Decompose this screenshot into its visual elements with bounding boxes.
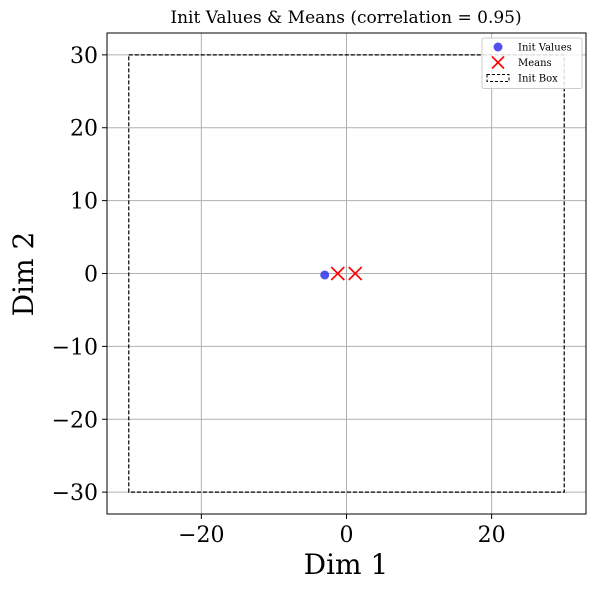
legend-label: Init Values <box>518 43 572 54</box>
legend-swatch-means <box>491 55 505 70</box>
y-tick-label: −20 <box>52 408 98 433</box>
mean-marker <box>330 266 345 281</box>
x-axis-label: Dim 1 <box>304 548 389 581</box>
y-tick-label: −10 <box>52 335 98 360</box>
y-tick-label: 10 <box>70 190 98 215</box>
legend-label: Init Box <box>518 74 558 85</box>
legend-swatch-init-box <box>486 74 510 82</box>
legend-label: Means <box>518 58 552 69</box>
legend-swatch-init-values <box>493 42 503 52</box>
plot-area <box>128 54 565 493</box>
legend: Init Values Means Init Box <box>481 37 583 89</box>
grid-lines <box>107 33 586 514</box>
axis-ticks: −20 0 20 −30 −20 −10 0 10 20 30 <box>52 44 506 548</box>
legend-frame <box>481 37 583 89</box>
x-tick-label: 20 <box>478 523 506 548</box>
init-box <box>128 54 565 493</box>
y-tick-label: −30 <box>52 481 98 506</box>
y-axis-label: Dim 2 <box>7 232 40 317</box>
y-tick-label: 20 <box>70 117 98 142</box>
y-tick-label: 0 <box>84 263 98 288</box>
x-tick-label: −20 <box>178 523 224 548</box>
x-tick-label: 0 <box>340 523 354 548</box>
init-value-point <box>320 270 330 280</box>
chart-title: Init Values & Means (correlation = 0.95) <box>170 8 521 28</box>
mean-marker <box>348 266 363 281</box>
y-tick-label: 30 <box>70 44 98 69</box>
